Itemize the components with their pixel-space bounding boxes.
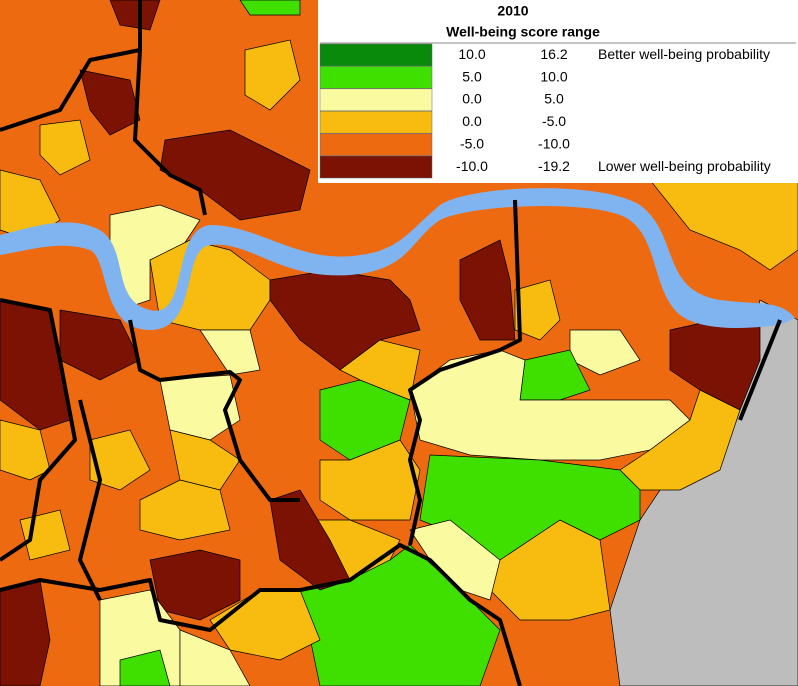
district (239, 0, 301, 16)
legend-from: 0.0 (462, 91, 482, 107)
district (269, 269, 421, 371)
district (169, 429, 241, 491)
district (119, 649, 171, 686)
legend-to: 10.0 (540, 68, 567, 84)
legend-rows: 10.0 16.2 Better well-being probability 5.0… (319, 43, 771, 179)
district (159, 374, 241, 441)
legend-swatch (319, 155, 433, 179)
legend-from: -5.0 (460, 136, 484, 152)
legend-from: 0.0 (462, 113, 482, 129)
district (319, 439, 421, 521)
legend-swatch (319, 110, 433, 134)
legend-label: Better well-being probability (598, 46, 770, 62)
legend-from: 5.0 (462, 68, 482, 84)
legend-label: Lower well-being probability (598, 158, 771, 174)
border (0, 298, 77, 562)
district (39, 119, 91, 176)
border (128, 319, 300, 502)
district (79, 69, 141, 136)
legend-to: 5.0 (544, 91, 564, 107)
legend-to: 16.2 (540, 46, 567, 62)
border (133, 49, 207, 216)
border (0, 543, 522, 686)
border (0, 0, 142, 132)
district (649, 179, 798, 271)
district (199, 329, 261, 376)
river (0, 188, 795, 330)
borough-borders (0, 0, 782, 686)
border (78, 399, 102, 601)
district (179, 629, 251, 686)
district (244, 39, 301, 111)
legend-swatch (319, 133, 433, 156)
district (0, 419, 51, 481)
legend-to: -5.0 (542, 113, 566, 129)
legend-to: -19.2 (538, 158, 570, 174)
district (339, 339, 421, 401)
legend-from: -10.0 (456, 158, 488, 174)
district (489, 519, 611, 621)
district (109, 0, 161, 31)
district (89, 429, 151, 491)
district (409, 349, 691, 461)
border (738, 319, 782, 421)
legend-swatch (319, 88, 433, 112)
legend-year: 2010 (497, 3, 528, 19)
legend-to: -10.0 (538, 136, 570, 152)
district (459, 239, 516, 341)
legend-title: Well-being score range (446, 24, 600, 40)
legend-swatch (319, 66, 433, 89)
legend-from: 10.0 (458, 46, 485, 62)
border (408, 199, 522, 546)
district (514, 279, 561, 341)
district (139, 479, 231, 541)
legend-swatch (319, 43, 433, 67)
